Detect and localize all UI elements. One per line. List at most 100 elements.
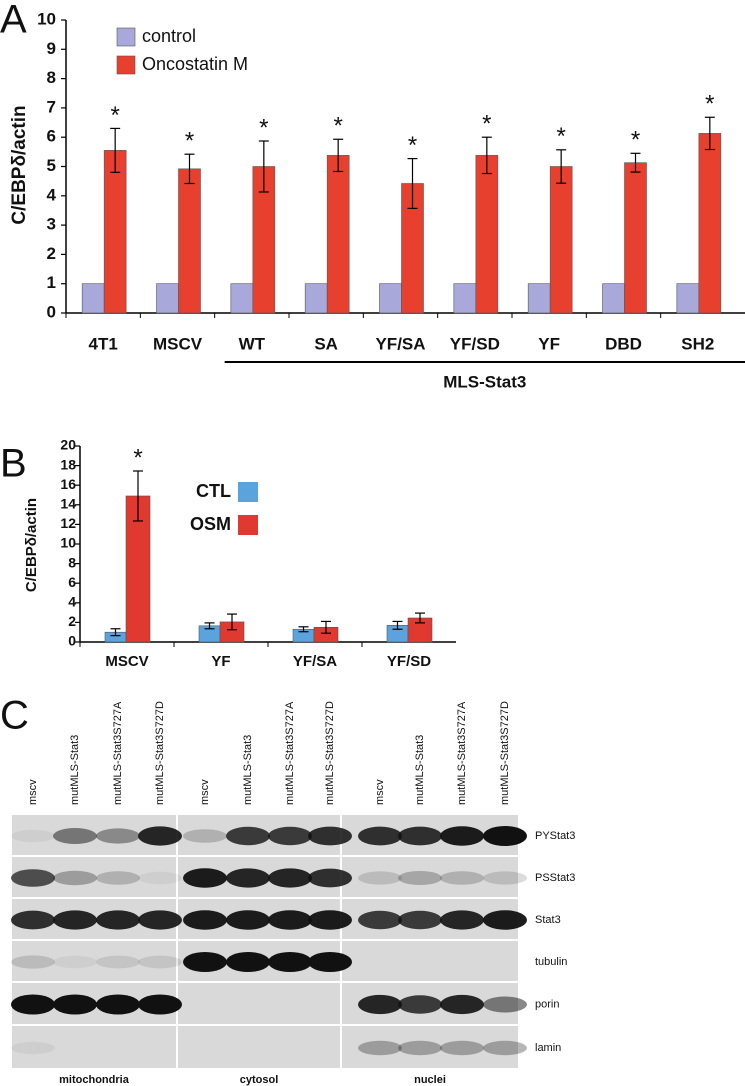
error-bar: [481, 136, 492, 175]
blot-band: [226, 910, 270, 930]
bar: [676, 283, 700, 314]
blot-panel: [12, 941, 176, 981]
y-tick-label: 2: [47, 244, 56, 263]
panel-label: B: [0, 442, 27, 486]
blot-band: [398, 871, 442, 885]
blot-band: [226, 952, 270, 972]
x-tick-label: SH2: [681, 334, 714, 353]
x-tick-label: YF: [211, 653, 230, 670]
error-bar: [110, 127, 121, 173]
blot-panel: [12, 1026, 176, 1068]
y-tick-label: 12: [60, 515, 76, 531]
blot-band: [11, 910, 55, 930]
blot-band: [398, 826, 442, 846]
bar: [453, 283, 477, 314]
significance-mark: *: [556, 123, 565, 150]
blot-band: [308, 952, 352, 972]
y-axis-label: C/EBPδ/actin: [23, 498, 40, 592]
blot-band: [53, 994, 97, 1015]
blot-panel: [342, 941, 518, 981]
blot-band: [183, 952, 227, 972]
blot-band: [183, 910, 227, 930]
bar: [698, 133, 722, 314]
blot-band: [138, 955, 182, 969]
legend-swatch: [238, 482, 258, 502]
x-tick-label: YF/SD: [450, 334, 500, 353]
x-tick-label: YF: [538, 334, 560, 353]
fraction-label: nuclei: [414, 1074, 446, 1086]
blot-band: [483, 826, 527, 846]
legend-swatch: [116, 55, 136, 75]
y-tick-label: 10: [37, 9, 56, 28]
y-tick-label: 7: [47, 97, 56, 116]
significance-mark: *: [259, 114, 268, 141]
y-tick-label: 0: [68, 633, 76, 649]
significance-mark: *: [482, 111, 491, 138]
blot-band: [398, 1040, 442, 1056]
y-tick-label: 5: [47, 156, 56, 175]
blot-band: [53, 955, 97, 969]
blot-band: [440, 1040, 484, 1056]
blot-band: [483, 1040, 527, 1056]
bar: [326, 155, 350, 314]
bar: [304, 283, 328, 314]
y-tick-label: 0: [47, 302, 56, 321]
blot-band: [483, 910, 527, 930]
row-label: Stat3: [535, 914, 561, 926]
blot-band: [226, 868, 270, 888]
blot-band: [96, 828, 140, 844]
bar: [549, 166, 573, 314]
x-tick-label: MSCV: [153, 334, 203, 353]
legend-label: Oncostatin M: [142, 54, 248, 74]
lane-label: mscv: [374, 779, 386, 805]
y-tick-label: 8: [68, 554, 76, 570]
lane-label: mutMLS-Stat3S727D: [324, 701, 336, 805]
lane-label: mutMLS-Stat3S727A: [456, 701, 468, 805]
legend-label: CTL: [196, 481, 231, 501]
bar: [602, 283, 625, 314]
bar: [81, 283, 105, 314]
blot-band: [268, 910, 312, 930]
blot-band: [358, 910, 402, 930]
error-bar: [258, 140, 269, 193]
significance-mark: *: [631, 127, 640, 154]
blot-band: [226, 826, 270, 846]
fraction-label: cytosol: [240, 1074, 279, 1086]
legend-swatch: [116, 27, 136, 47]
blot-band: [183, 829, 227, 843]
blot-band: [183, 868, 227, 888]
blot-band: [358, 871, 402, 885]
y-tick-label: 10: [60, 535, 76, 551]
significance-mark: *: [110, 102, 119, 129]
y-tick-label: 14: [60, 496, 76, 512]
bar: [475, 155, 499, 314]
legend-label: control: [142, 26, 196, 46]
x-tick-label: DBD: [605, 334, 642, 353]
error-bar: [333, 138, 344, 173]
blot-panel: [342, 857, 518, 897]
significance-mark: *: [133, 444, 142, 471]
y-tick-label: 16: [60, 476, 76, 492]
y-tick-label: 6: [68, 574, 76, 590]
y-tick-label: 4: [68, 594, 76, 610]
bar: [156, 283, 179, 314]
blot-band: [308, 826, 352, 846]
blot-band: [398, 995, 442, 1014]
row-label: PSStat3: [535, 872, 575, 884]
error-bar: [392, 620, 403, 630]
blot-band: [358, 994, 402, 1015]
blot-band: [11, 955, 55, 969]
x-tick-label: SA: [314, 334, 338, 353]
y-tick-label: 18: [60, 456, 76, 472]
bar: [178, 168, 201, 314]
blot-band: [483, 996, 527, 1013]
x-tick-label: WT: [239, 334, 266, 353]
row-label: lamin: [535, 1042, 561, 1054]
y-tick-label: 20: [60, 437, 76, 453]
blot-panel: [342, 1026, 518, 1068]
y-tick-label: 3: [47, 215, 56, 234]
blot-band: [308, 868, 352, 888]
blot-band: [96, 994, 140, 1015]
significance-mark: *: [185, 128, 194, 155]
